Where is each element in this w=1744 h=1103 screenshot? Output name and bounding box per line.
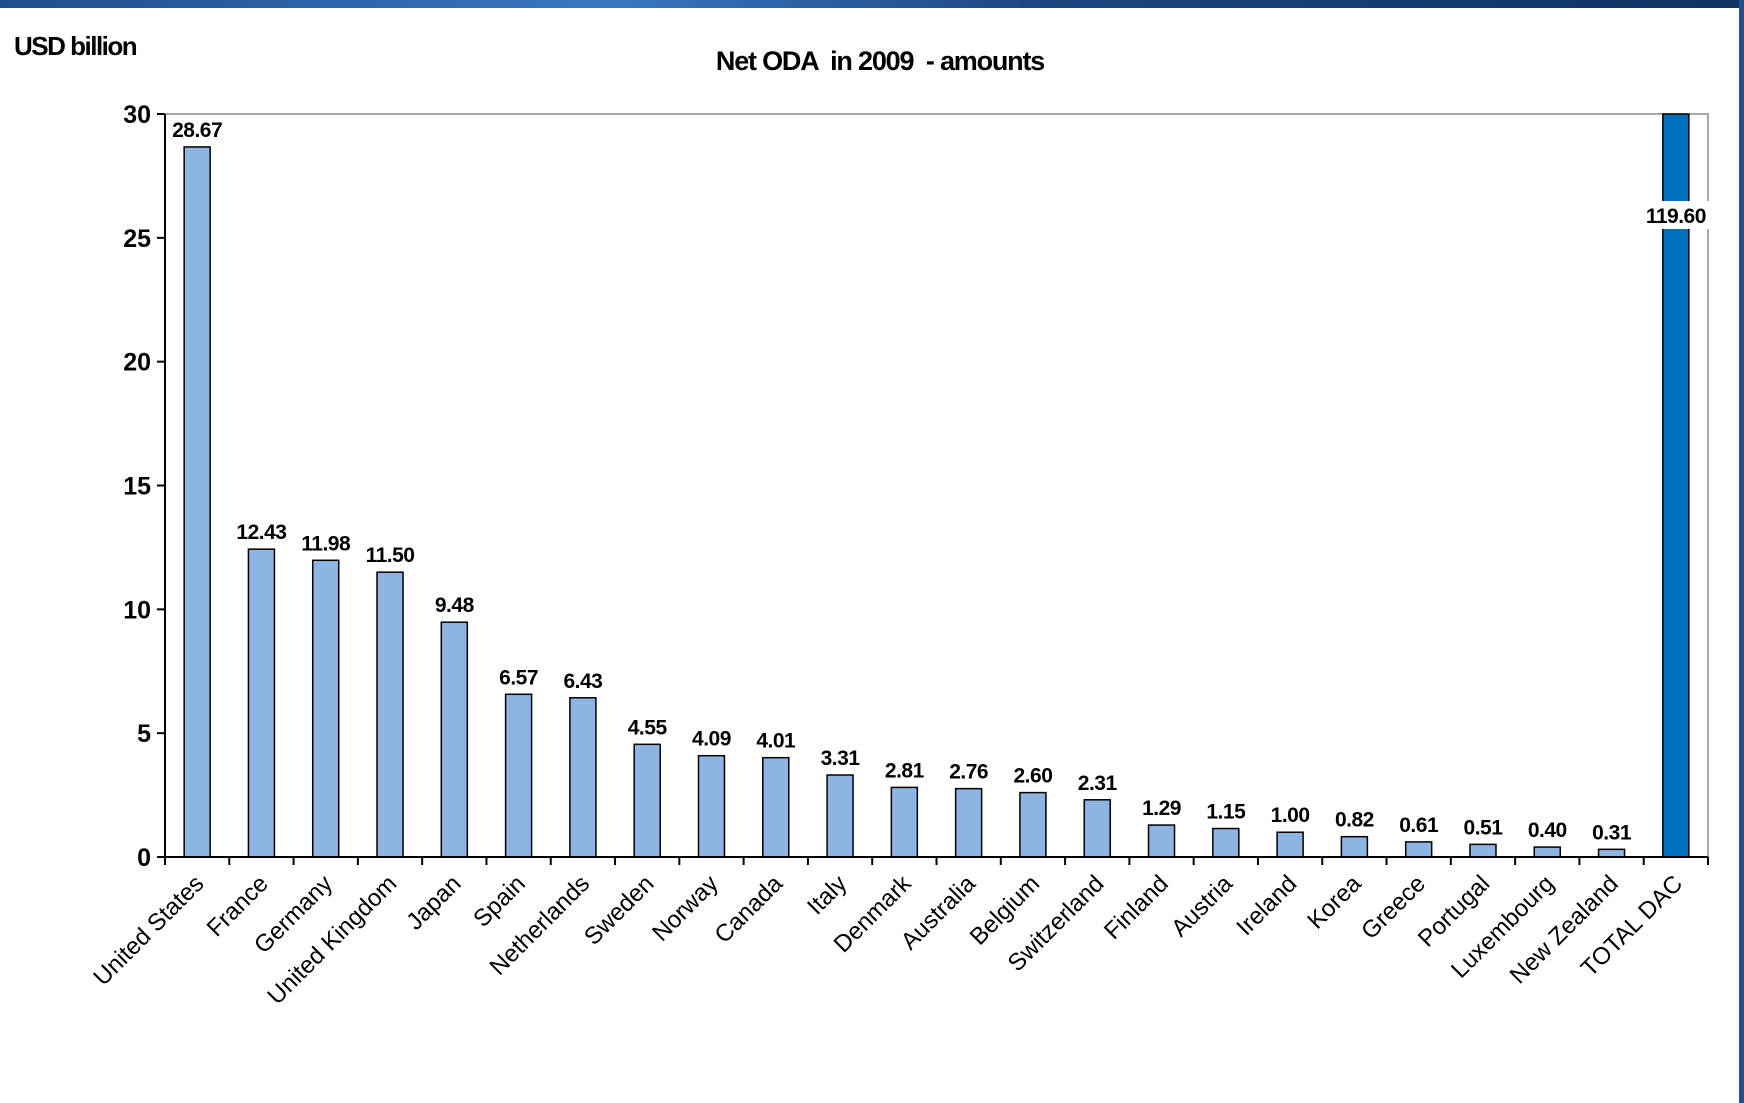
- x-tick-label: Finland: [1099, 870, 1174, 945]
- data-label: 0.40: [1528, 819, 1567, 842]
- x-tick-label: Japan: [401, 870, 466, 935]
- data-label: 11.98: [301, 532, 351, 555]
- bar-7: [633, 743, 661, 858]
- bar-17: [1276, 831, 1304, 858]
- data-label: 4.09: [692, 728, 731, 751]
- data-label: 6.43: [563, 670, 602, 693]
- x-tick-label: Spain: [468, 870, 531, 933]
- bar-9: [762, 756, 790, 858]
- data-label: 1.00: [1271, 804, 1310, 827]
- bar-15: [1147, 824, 1176, 858]
- data-labels-group: 28.67 12.43 11.98 11.50 9.48 6.57 6.43 4.55 4.09…: [172, 119, 1723, 844]
- data-label: 119.60: [1646, 205, 1706, 228]
- x-tick-label: Sweden: [579, 870, 659, 950]
- y-tick-label: 20: [123, 349, 151, 377]
- bar-1: [247, 548, 276, 858]
- x-tick-label: Ireland: [1231, 870, 1302, 941]
- data-label: 2.81: [885, 759, 925, 782]
- bar-3: [376, 571, 404, 858]
- data-label: 4.01: [756, 730, 796, 753]
- data-label: 28.67: [172, 119, 222, 142]
- bar-8: [697, 754, 726, 858]
- bar-16: [1212, 827, 1240, 858]
- bar-14: [1083, 799, 1111, 858]
- bar-19: [1404, 841, 1433, 858]
- total-label-background: [1628, 200, 1723, 229]
- bars-group: [183, 113, 1690, 858]
- x-tick-label: Austria: [1166, 870, 1238, 942]
- data-label: 3.31: [821, 747, 861, 770]
- data-label: 0.31: [1592, 821, 1632, 844]
- y-tick-label: 5: [137, 720, 151, 748]
- bar-11: [890, 786, 919, 858]
- bar-20: [1469, 843, 1497, 858]
- data-label: 1.15: [1206, 801, 1246, 824]
- x-tick-label: Italy: [802, 870, 852, 920]
- data-label: 0.61: [1399, 814, 1439, 837]
- bar-13: [1019, 791, 1047, 858]
- bar-21: [1533, 846, 1562, 858]
- bar-6: [569, 697, 597, 858]
- x-tick-label: Norway: [647, 870, 724, 947]
- y-tick-label: 10: [123, 596, 151, 624]
- data-label: 2.60: [1014, 765, 1053, 788]
- y-tick-label: 25: [123, 225, 151, 253]
- y-tick-label: 30: [123, 101, 151, 129]
- right-border-strip: [1739, 0, 1744, 1103]
- data-label: 2.76: [949, 761, 988, 784]
- data-label: 11.50: [366, 544, 415, 567]
- bar-10: [826, 774, 854, 858]
- chart-title: Net ODA in 2009 - amounts: [716, 46, 1044, 76]
- bar-23: [1662, 113, 1690, 858]
- y-tick-label: 15: [123, 473, 151, 501]
- y-axis-label: USD billion: [14, 31, 137, 61]
- data-label: 2.31: [1078, 772, 1118, 795]
- bar-12: [954, 787, 983, 858]
- bar-2: [311, 559, 340, 858]
- x-tick-label: Canada: [709, 870, 788, 949]
- data-label: 1.29: [1142, 797, 1181, 820]
- bar-22: [1597, 848, 1626, 858]
- axes-group: 0 5 10 15 20 25 30: [123, 101, 1709, 872]
- data-label: 0.82: [1335, 809, 1374, 832]
- data-label: 0.51: [1464, 816, 1504, 839]
- top-border-strip: [0, 0, 1744, 8]
- bar-0: [183, 146, 211, 858]
- bar-4: [440, 621, 469, 858]
- bar-5: [504, 693, 533, 858]
- bar-18: [1340, 835, 1369, 858]
- x-tick-label: United States: [88, 870, 209, 991]
- y-tick-label: 0: [137, 844, 151, 872]
- data-label: 12.43: [236, 521, 286, 544]
- data-label: 6.57: [499, 666, 538, 689]
- data-label: 9.48: [435, 594, 475, 617]
- data-label: 4.55: [628, 716, 668, 739]
